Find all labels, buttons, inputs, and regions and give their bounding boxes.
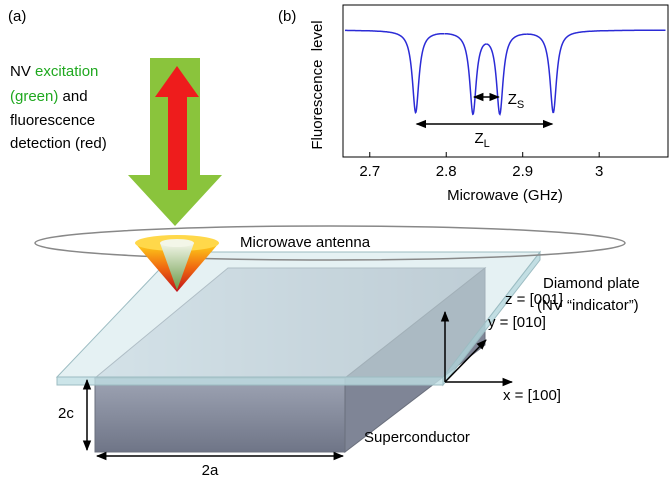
axis-label: y = [010] (488, 314, 546, 331)
plate-front (57, 377, 443, 385)
panel-label: (a) (8, 8, 26, 25)
dim-label: 2c (58, 405, 74, 422)
annotation-sub: S (517, 99, 524, 111)
plot-frame (343, 5, 668, 157)
annotation-main: Z (474, 130, 483, 147)
caption: (green) and (10, 88, 88, 105)
x-tick-label: 3 (595, 163, 603, 180)
caption: detection (red) (10, 135, 107, 152)
material-label: Superconductor (364, 429, 470, 446)
caption: fluorescence (10, 112, 95, 129)
text: NV (10, 63, 31, 80)
x-axis-label: Microwave (GHz) (447, 187, 563, 204)
x-tick-label: 2.7 (359, 163, 380, 180)
plate-label: Diamond plate (543, 275, 640, 292)
caption: NV excitation (10, 63, 98, 80)
antenna-label: Microwave antenna (240, 234, 371, 251)
annotation-main: Z (508, 91, 517, 108)
axis-label: x = [100] (503, 387, 561, 404)
figure: (a) NV excitation (green) and fluorescen… (0, 0, 671, 480)
annotation-sub: L (484, 138, 490, 150)
text: (green) (10, 88, 58, 105)
inner-top (160, 239, 194, 247)
dim-label: 2a (202, 462, 219, 479)
text: excitation (35, 63, 98, 80)
panel-label: (b) (278, 8, 296, 25)
axis-label: z = [001] (505, 291, 563, 308)
x-tick-label: 2.9 (512, 163, 533, 180)
text: and (63, 88, 88, 105)
x-tick-label: 2.8 (436, 163, 457, 180)
panel-b: (b) Fluorescence level Microwave (GHz) 2… (278, 5, 668, 204)
block-front (95, 378, 345, 452)
y-axis-label: Fluorescence level (309, 20, 326, 149)
